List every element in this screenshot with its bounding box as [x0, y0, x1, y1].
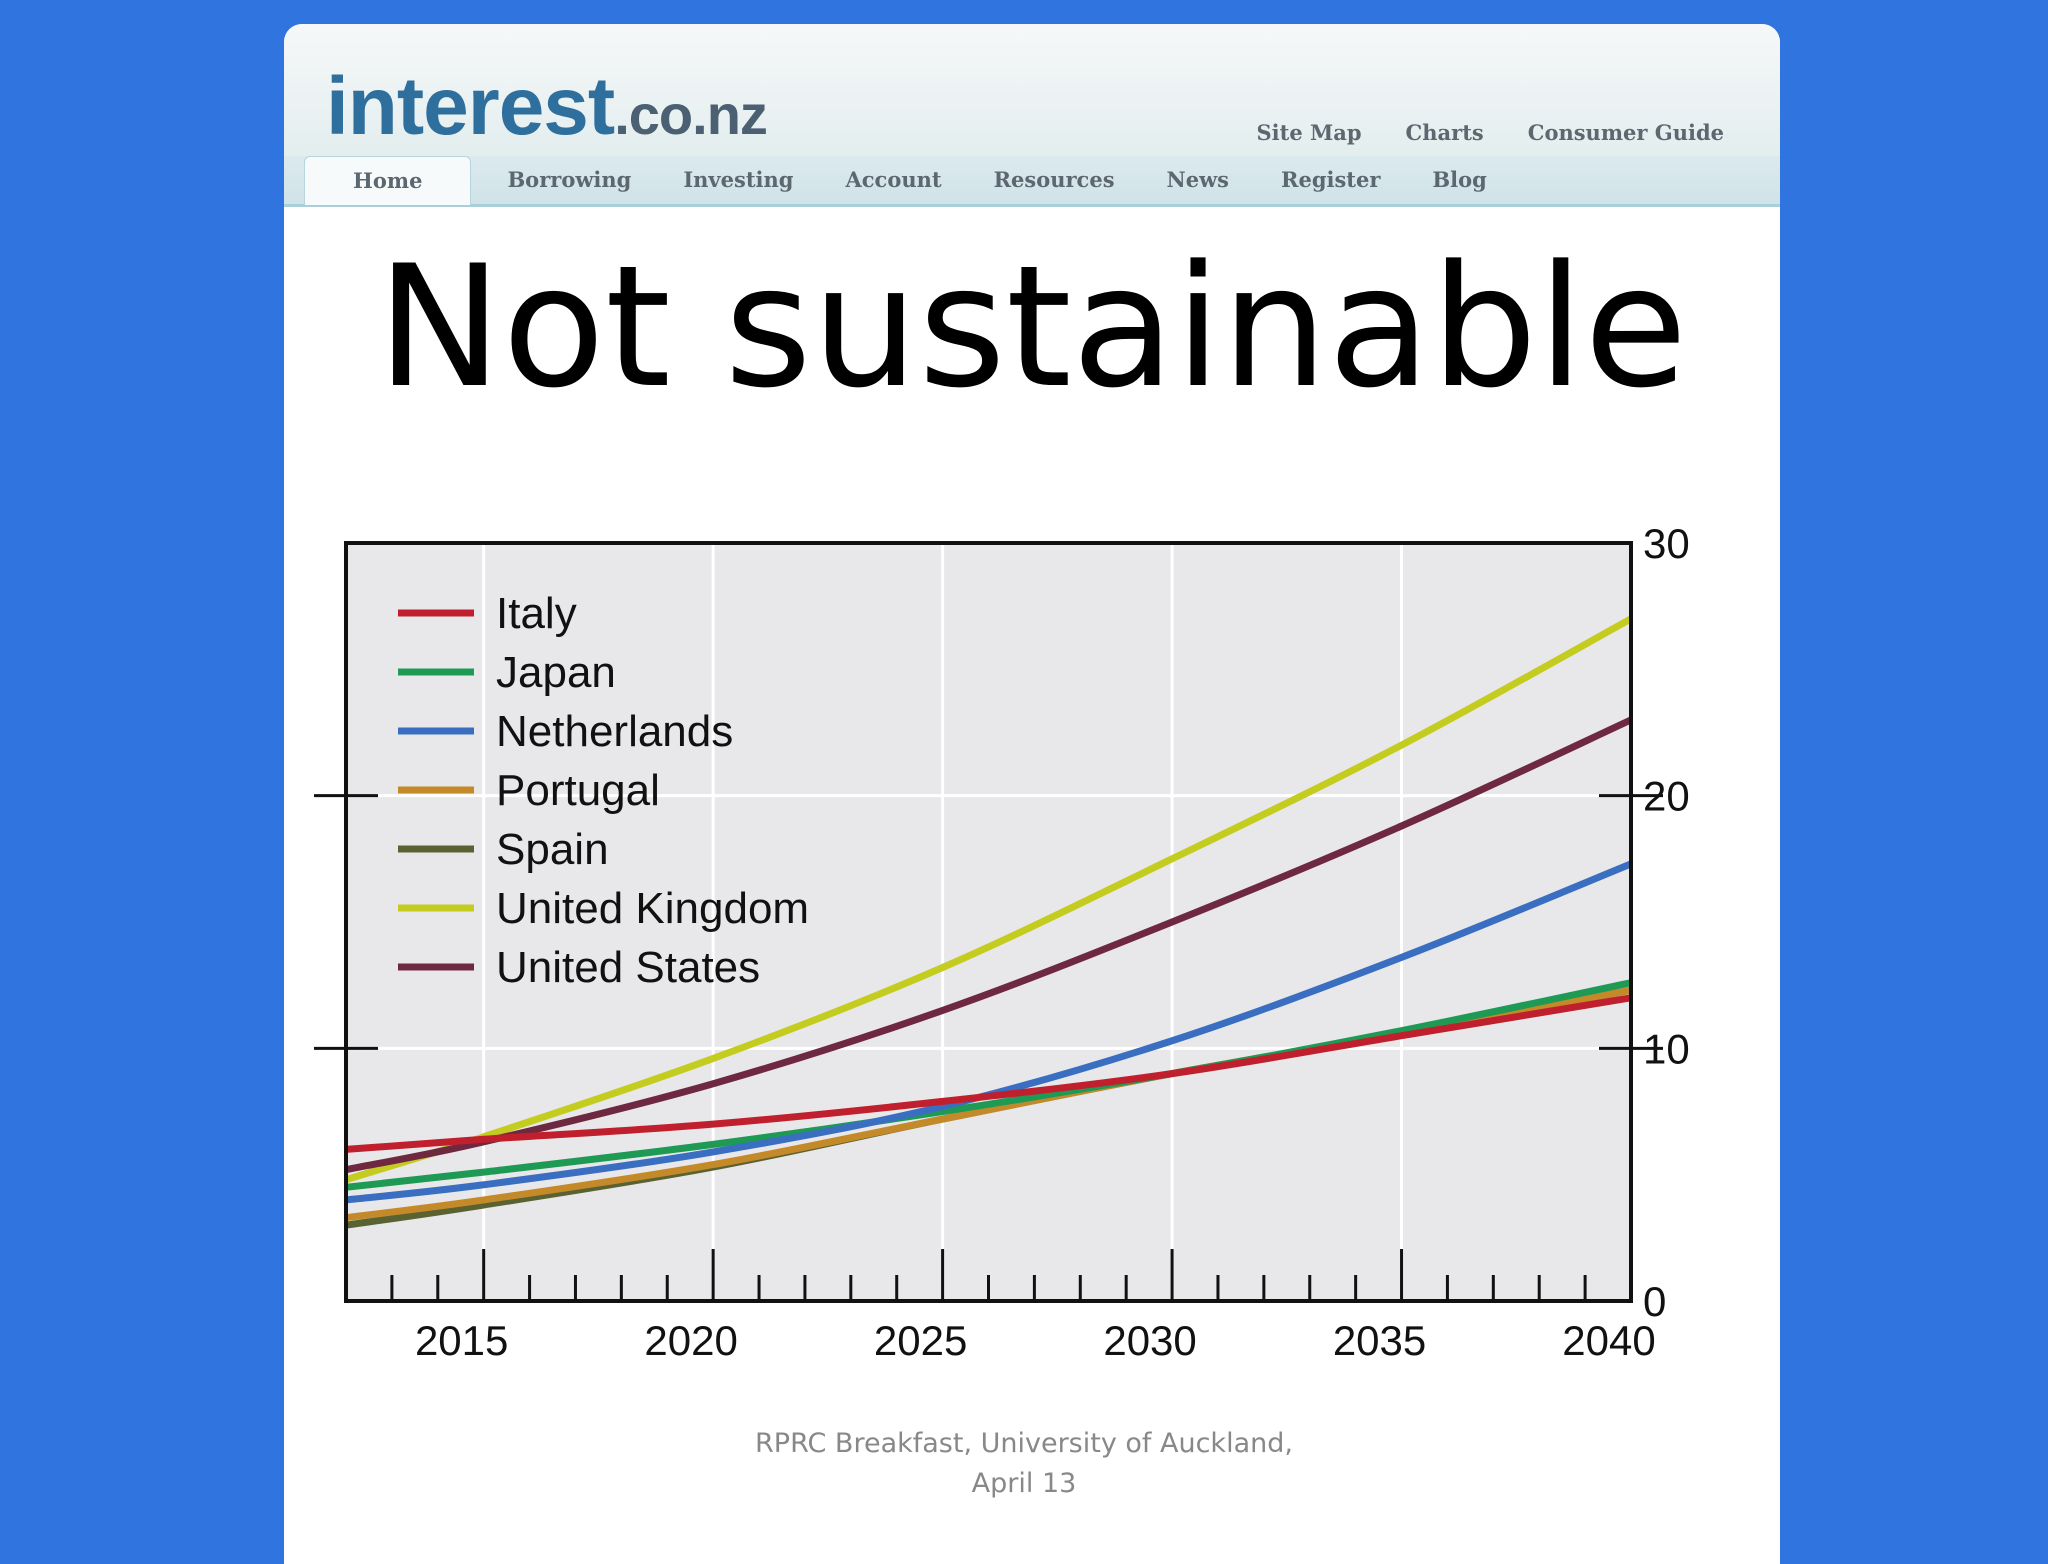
y-tick-label-10: 10 [1643, 1025, 1690, 1072]
footer-line-2: April 13 [971, 1468, 1077, 1499]
x-tick-label-2015: 2015 [415, 1317, 508, 1364]
x-tick-label-2025: 2025 [874, 1317, 967, 1364]
x-tick-label-2035: 2035 [1333, 1317, 1426, 1364]
logo-tld-text: .co.nz [614, 83, 768, 146]
nav-tab-investing[interactable]: Investing [683, 167, 794, 192]
y-tick-label-0: 0 [1643, 1278, 1666, 1325]
slide-title: Not sustainable [376, 229, 1688, 425]
series-line-italy [345, 994, 1632, 1153]
x-tick-label-2040: 2040 [1562, 1317, 1655, 1364]
legend-label-united-kingdom: United Kingdom [496, 884, 809, 933]
main-nav-bar: Home Borrowing Investing Account Resourc… [284, 155, 1780, 207]
nav-tab-resources[interactable]: Resources [993, 167, 1115, 192]
utility-links: Site Map Charts Consumer Guide [1256, 120, 1724, 145]
line-chart: 2015 2020 2025 2030 2035 20400102030ItalyJapa… [314, 520, 1690, 1364]
nav-tab-borrowing[interactable]: Borrowing [507, 167, 632, 192]
nav-tab-account[interactable]: Account [845, 167, 942, 192]
util-link-consumer-guide[interactable]: Consumer Guide [1527, 120, 1724, 145]
series-line-united-kingdom [344, 615, 1633, 1184]
y-tick-label-20: 20 [1643, 773, 1690, 820]
nav-tab-news[interactable]: News [1166, 167, 1229, 192]
logo-main-text: interest [326, 61, 615, 152]
legend-label-portugal: Portugal [496, 766, 660, 815]
legend-label-italy: Italy [496, 589, 577, 638]
site-header: interest.co.nz Site Map Charts Consumer … [284, 24, 1780, 207]
legend-label-united-states: United States [496, 943, 760, 992]
footer-line-1: RPRC Breakfast, University of Auckland, [755, 1428, 1293, 1459]
x-tick-label-2030: 2030 [1103, 1317, 1196, 1364]
nav-tab-home[interactable]: Home [304, 155, 472, 205]
legend-label-spain: Spain [496, 825, 609, 874]
slide-footer: RPRC Breakfast, University of Auckland, … [684, 1424, 1364, 1504]
nav-tab-register[interactable]: Register [1281, 167, 1381, 192]
legend-label-japan: Japan [496, 648, 616, 697]
main-nav: Home Borrowing Investing Account Resourc… [304, 155, 1513, 205]
nav-tab-blog[interactable]: Blog [1432, 167, 1487, 192]
site-logo[interactable]: interest.co.nz [326, 66, 768, 148]
util-link-charts[interactable]: Charts [1405, 120, 1484, 145]
util-link-site-map[interactable]: Site Map [1256, 120, 1362, 145]
legend-label-netherlands: Netherlands [496, 707, 733, 756]
y-tick-label-30: 30 [1643, 520, 1690, 567]
series-line-japan [345, 979, 1632, 1191]
x-tick-label-2020: 2020 [644, 1317, 737, 1364]
